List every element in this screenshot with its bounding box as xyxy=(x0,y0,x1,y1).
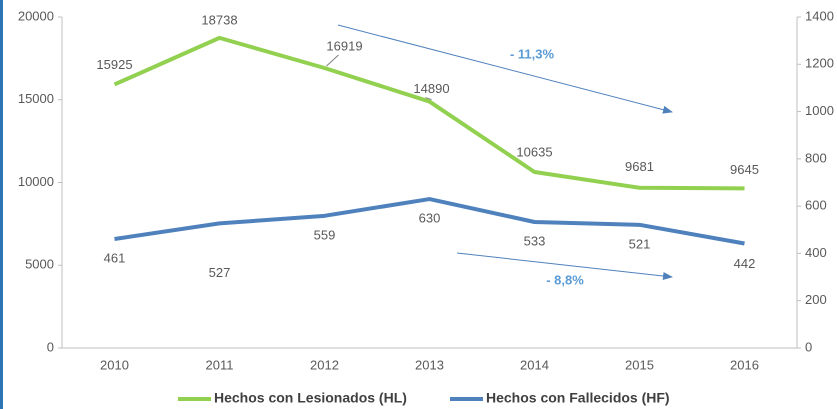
data-label: 14890 xyxy=(413,81,449,96)
y2-tick-label: 600 xyxy=(805,198,827,213)
x-tick-label: 2010 xyxy=(100,357,129,372)
x-tick-label: 2015 xyxy=(625,357,654,372)
y2-tick-label: 1400 xyxy=(805,8,834,23)
leader-line xyxy=(326,54,339,67)
x-tick-label: 2011 xyxy=(206,357,234,372)
x-tick-label: 2012 xyxy=(310,357,339,372)
legend-label: Hechos con Fallecidos (HF) xyxy=(486,390,670,406)
data-label: 559 xyxy=(314,227,336,242)
data-label: 630 xyxy=(419,210,441,225)
y2-tick-label: 1200 xyxy=(805,56,834,71)
y-tick-label: 15000 xyxy=(18,91,54,106)
data-label: 527 xyxy=(209,265,231,280)
data-label: 18738 xyxy=(201,12,237,27)
trend-arrow xyxy=(337,24,673,114)
data-label: 521 xyxy=(629,236,651,251)
data-label: 9681 xyxy=(625,159,654,174)
legend-label: Hechos con Lesionados (HL) xyxy=(214,390,407,406)
y-tick-label: 10000 xyxy=(18,174,54,189)
y2-tick-label: 200 xyxy=(805,292,827,307)
border xyxy=(0,0,3,409)
x-tick-label: 2013 xyxy=(415,357,444,372)
data-label: 461 xyxy=(104,250,126,265)
y2-tick-label: 0 xyxy=(805,339,812,354)
data-label: 10635 xyxy=(516,144,552,159)
data-label: 9645 xyxy=(730,162,759,177)
annotation: - 11,3% xyxy=(510,46,555,61)
y-tick-label: 5000 xyxy=(25,257,54,272)
x-tick-label: 2016 xyxy=(730,357,759,372)
y2-tick-label: 1000 xyxy=(805,103,834,118)
data-line xyxy=(114,197,745,246)
y-tick-label: 0 xyxy=(47,339,54,354)
annotation: - 8,8% xyxy=(546,272,584,287)
y2-tick-label: 400 xyxy=(805,245,827,260)
leader-line xyxy=(425,97,432,101)
data-label: 533 xyxy=(524,233,546,248)
y-tick-label: 20000 xyxy=(18,8,54,23)
data-label: 442 xyxy=(734,256,756,271)
y2-tick-label: 800 xyxy=(805,150,827,165)
x-tick-label: 2014 xyxy=(520,357,549,372)
data-label: 15925 xyxy=(96,57,132,72)
data-label: 16919 xyxy=(326,38,362,53)
trend-arrow xyxy=(456,252,673,280)
data-line xyxy=(113,35,745,191)
